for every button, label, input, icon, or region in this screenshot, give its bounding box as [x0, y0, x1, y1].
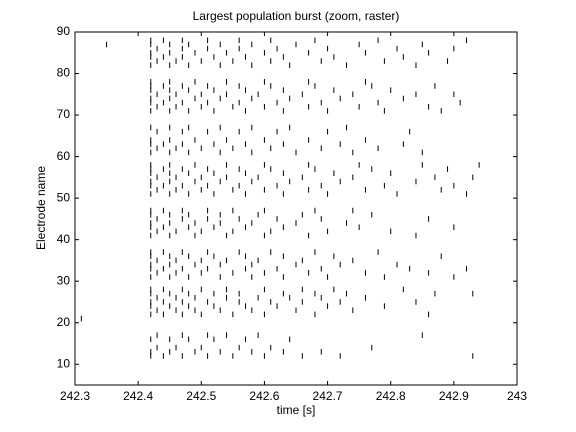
- x-tick-label: 242.8: [376, 389, 406, 403]
- plot-frame: [74, 31, 518, 386]
- y-tick-label: 60: [57, 149, 71, 163]
- y-tick-label: 20: [57, 315, 71, 329]
- x-tick-label: 243: [507, 389, 527, 403]
- y-tick-label: 40: [57, 232, 71, 246]
- chart-title: Largest population burst (zoom, raster): [193, 9, 400, 23]
- y-tick-label: 90: [57, 24, 71, 38]
- y-tick-label: 70: [57, 107, 71, 121]
- y-tick-label: 50: [57, 190, 71, 204]
- x-tick-label: 242.6: [249, 389, 279, 403]
- x-tick-label: 242.5: [186, 389, 216, 403]
- x-tick-label: 242.4: [123, 389, 153, 403]
- x-tick-label: 242.3: [60, 389, 90, 403]
- x-tick-label: 242.7: [313, 389, 343, 403]
- y-axis-label: Electrode name: [34, 166, 48, 250]
- x-tick-label: 242.9: [439, 389, 469, 403]
- x-axis-label: time [s]: [277, 403, 316, 417]
- y-tick-label: 30: [57, 273, 71, 287]
- y-tick-label: 10: [57, 356, 71, 370]
- y-tick-label: 80: [57, 66, 71, 80]
